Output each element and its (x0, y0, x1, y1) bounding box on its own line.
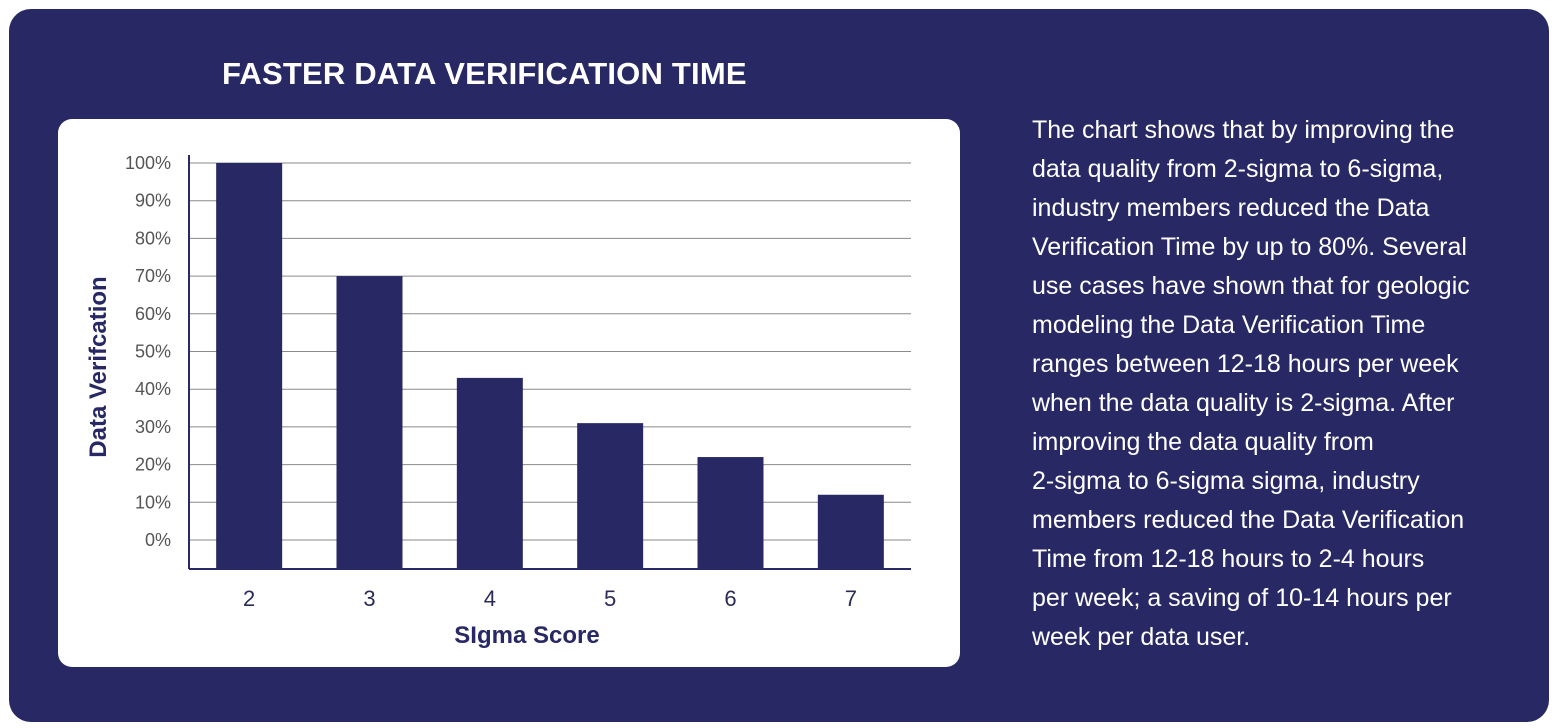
y-tick-label: 60% (135, 304, 171, 324)
bar-chart: 0% 10% 20% 30% 40% 50% 60% 70% 80% 90% 100% 2 3 4 5 6 7… (85, 153, 911, 649)
y-tick-label: 30% (135, 417, 171, 437)
chart-title: FASTER DATA VERIFICATION TIME (222, 56, 747, 91)
y-tick-label: 70% (135, 266, 171, 286)
gridlines (189, 162, 911, 541)
y-tick-label: 0% (145, 530, 171, 550)
bar-sigma-6 (697, 457, 764, 569)
x-category-label: 2 (243, 586, 255, 611)
bars (216, 163, 884, 569)
y-tick-label: 50% (135, 342, 171, 362)
bar-sigma-3 (336, 276, 403, 569)
chart-description: The chart shows that by improving the da… (1032, 116, 1470, 651)
y-axis-title: Data Verifcation (85, 276, 112, 457)
bar-sigma-2 (216, 163, 283, 569)
y-tick-labels: 0% 10% 20% 30% 40% 50% 60% 70% 80% 90% 100% (125, 153, 171, 550)
y-tick-label: 20% (135, 455, 171, 475)
x-axis-title: SIgma Score (454, 622, 599, 649)
axes (188, 155, 911, 570)
bar-sigma-7 (817, 494, 884, 569)
y-tick-label: 40% (135, 379, 171, 399)
bar-sigma-4 (456, 377, 523, 569)
x-category-labels: 2 3 4 5 6 7 (243, 586, 857, 611)
bar-sigma-5 (577, 423, 644, 569)
x-category-label: 7 (845, 586, 857, 611)
y-tick-label: 10% (135, 492, 171, 512)
x-category-label: 4 (484, 586, 496, 611)
chart-card: 0% 10% 20% 30% 40% 50% 60% 70% 80% 90% 100% 2 3 4 5 6 7… (58, 119, 960, 667)
x-category-label: 5 (604, 586, 616, 611)
y-tick-label: 90% (135, 191, 171, 211)
y-tick-label: 100% (125, 153, 171, 173)
y-tick-label: 80% (135, 228, 171, 248)
x-category-label: 3 (363, 586, 375, 611)
x-category-label: 6 (724, 586, 736, 611)
